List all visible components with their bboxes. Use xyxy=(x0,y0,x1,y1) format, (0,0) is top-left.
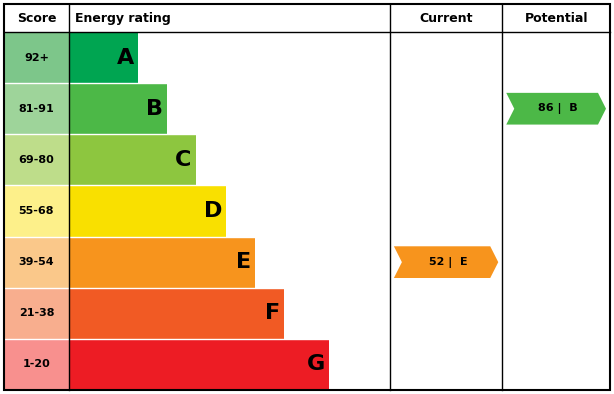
Text: F: F xyxy=(265,303,280,323)
Text: Current: Current xyxy=(419,11,473,24)
Bar xyxy=(4,236,69,288)
Text: 86 |  B: 86 | B xyxy=(538,103,578,114)
Bar xyxy=(69,236,255,288)
Text: 92+: 92+ xyxy=(24,52,49,63)
Bar xyxy=(69,32,138,83)
Bar xyxy=(4,339,69,390)
Text: E: E xyxy=(236,252,251,272)
Text: 81-91: 81-91 xyxy=(18,104,54,114)
Text: A: A xyxy=(117,48,134,68)
Text: 39-54: 39-54 xyxy=(18,257,54,267)
Text: 55-68: 55-68 xyxy=(18,206,54,216)
Bar xyxy=(4,186,69,236)
Bar xyxy=(69,134,196,186)
Text: 52 |  E: 52 | E xyxy=(429,256,467,268)
Polygon shape xyxy=(394,246,498,278)
Text: 69-80: 69-80 xyxy=(18,155,54,165)
Bar xyxy=(69,288,284,339)
Bar xyxy=(69,83,167,134)
Bar xyxy=(69,186,226,236)
Text: 1-20: 1-20 xyxy=(23,359,50,370)
Polygon shape xyxy=(507,93,606,125)
Text: Potential: Potential xyxy=(524,11,588,24)
Text: B: B xyxy=(146,99,163,119)
Text: Score: Score xyxy=(17,11,56,24)
Text: Energy rating: Energy rating xyxy=(75,11,171,24)
Bar xyxy=(4,134,69,186)
Text: 21-38: 21-38 xyxy=(18,308,54,318)
Bar xyxy=(4,288,69,339)
Text: G: G xyxy=(306,355,325,374)
Text: C: C xyxy=(175,150,192,170)
Bar xyxy=(4,83,69,134)
Bar xyxy=(4,32,69,83)
Text: D: D xyxy=(204,201,222,221)
Bar xyxy=(69,339,329,390)
